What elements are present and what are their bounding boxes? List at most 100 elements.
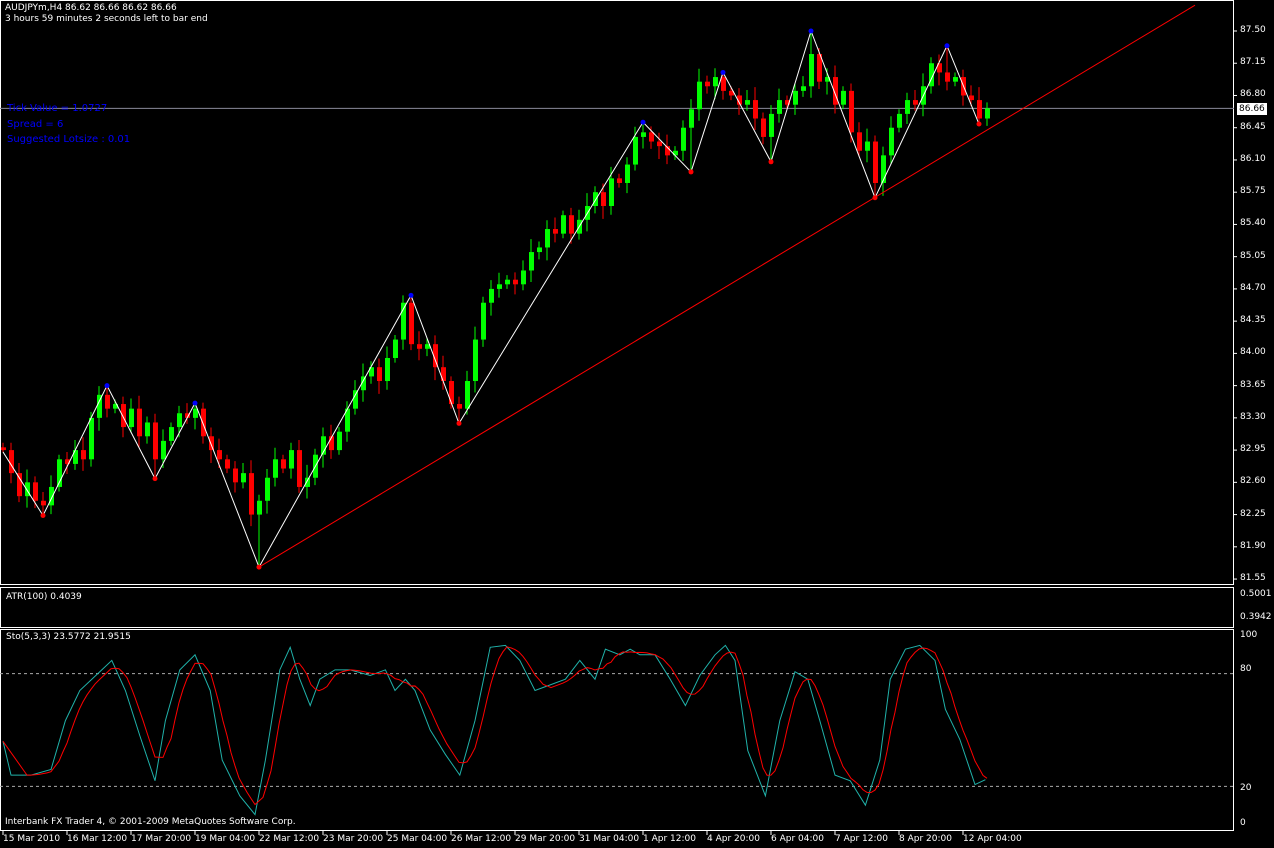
price-axis-label: 84.00	[1240, 347, 1266, 358]
candle-body	[169, 427, 174, 441]
candle-body	[833, 77, 838, 105]
candle-body	[297, 450, 302, 487]
time-axis-label: 1 Apr 12:00	[643, 834, 696, 844]
candle-body	[425, 344, 430, 349]
candle-body	[537, 247, 542, 253]
time-axis-label: 15 Mar 2010	[3, 834, 61, 844]
price-axis-label: 86.10	[1240, 153, 1266, 164]
candle-body	[377, 367, 382, 382]
candle-body	[521, 270, 526, 285]
candle-body	[257, 500, 262, 515]
candle-body	[849, 90, 854, 133]
price-axis-label: 83.65	[1240, 379, 1266, 390]
candle-body	[897, 113, 902, 128]
candle-body	[529, 252, 534, 271]
candle-body	[705, 81, 710, 87]
candle-body	[793, 90, 798, 105]
pivot-low-dot	[768, 159, 774, 165]
candle-body	[817, 54, 822, 82]
candle-body	[841, 90, 846, 105]
candle-body	[241, 473, 246, 483]
candle-body	[881, 155, 886, 183]
candle-body	[809, 54, 814, 87]
price-axis-label: 85.40	[1240, 218, 1266, 229]
candle-body	[121, 404, 126, 428]
tick-value-text: Tick Value = 1.0727	[7, 103, 108, 114]
spread-text: Spread = 6	[7, 119, 64, 130]
candle-body	[473, 339, 478, 382]
candle-body	[481, 302, 486, 340]
candle-body	[321, 436, 326, 455]
symbol-header: AUDJPYm,H4 86.62 86.66 86.62 86.66	[5, 3, 177, 13]
candle-body	[281, 459, 286, 469]
price-axis-label: 85.05	[1240, 250, 1266, 261]
price-axis-label: 84.35	[1240, 315, 1266, 326]
candle-body	[937, 63, 942, 73]
candle-body	[353, 390, 358, 409]
candle-body	[649, 132, 654, 142]
candle-body	[65, 459, 70, 464]
candle-body	[545, 229, 550, 248]
candle-body	[953, 77, 958, 82]
candle-body	[609, 178, 614, 207]
candle-body	[161, 440, 166, 460]
candle-body	[329, 436, 334, 451]
candle-body	[361, 376, 366, 391]
time-axis-label: 7 Apr 12:00	[835, 834, 888, 844]
candle-body	[17, 473, 22, 497]
time-axis-label: 26 Mar 12:00	[451, 834, 512, 844]
candle-body	[33, 482, 38, 501]
candle-body	[369, 367, 374, 377]
candle-body	[225, 459, 230, 469]
price-axis-label: 83.30	[1240, 411, 1266, 422]
time-axis-label: 8 Apr 20:00	[899, 834, 952, 844]
candle-body	[249, 473, 254, 515]
candle-body	[737, 95, 742, 105]
candle-body	[217, 450, 222, 460]
candle-body	[113, 404, 118, 409]
candle-body	[857, 132, 862, 151]
candle-body	[193, 408, 198, 418]
candle-body	[209, 436, 214, 451]
candle-body	[697, 81, 702, 110]
candle-body	[513, 279, 518, 285]
price-axis-label: 81.90	[1240, 540, 1266, 551]
candle-body	[977, 100, 982, 119]
candle-body	[969, 95, 974, 101]
price-axis-label: 82.60	[1240, 476, 1266, 487]
price-axis-label: 87.15	[1240, 57, 1266, 68]
stoch-label: Sto(5,3,3) 23.5772 21.9515	[6, 632, 131, 642]
candle-body	[985, 108, 990, 119]
candle-body	[753, 100, 758, 119]
pivot-high-dot	[640, 119, 646, 125]
candle-body	[729, 90, 734, 96]
candle-body	[825, 77, 830, 82]
candle-body	[745, 100, 750, 105]
candle-body	[873, 141, 878, 183]
candle-body	[9, 450, 14, 474]
candle-body	[145, 422, 150, 437]
time-axis-label: 23 Mar 20:00	[323, 834, 384, 844]
pivot-high-dot	[104, 383, 110, 389]
candle-body	[393, 339, 398, 358]
candle-body	[265, 477, 270, 501]
main-panel-frame	[0, 0, 1234, 585]
trendline	[258, 4, 1196, 568]
candle-body	[681, 127, 686, 151]
candle-body	[289, 450, 294, 469]
candle-body	[89, 417, 94, 460]
current-price-label: 86.66	[1237, 103, 1267, 115]
candle-body	[641, 132, 646, 137]
price-axis-label: 81.55	[1240, 573, 1266, 584]
candle-body	[769, 113, 774, 137]
lotsize-text: Suggested Lotsize : 0.01	[7, 134, 131, 145]
price-axis-label: 87.50	[1240, 25, 1266, 35]
time-axis-label: 19 Mar 04:00	[195, 834, 256, 844]
candle-body	[345, 408, 350, 432]
candle-body	[337, 431, 342, 451]
candle-body	[401, 302, 406, 340]
candle-body	[497, 284, 502, 289]
candle-body	[433, 344, 438, 368]
time-axis-label: 6 Apr 04:00	[771, 834, 824, 844]
